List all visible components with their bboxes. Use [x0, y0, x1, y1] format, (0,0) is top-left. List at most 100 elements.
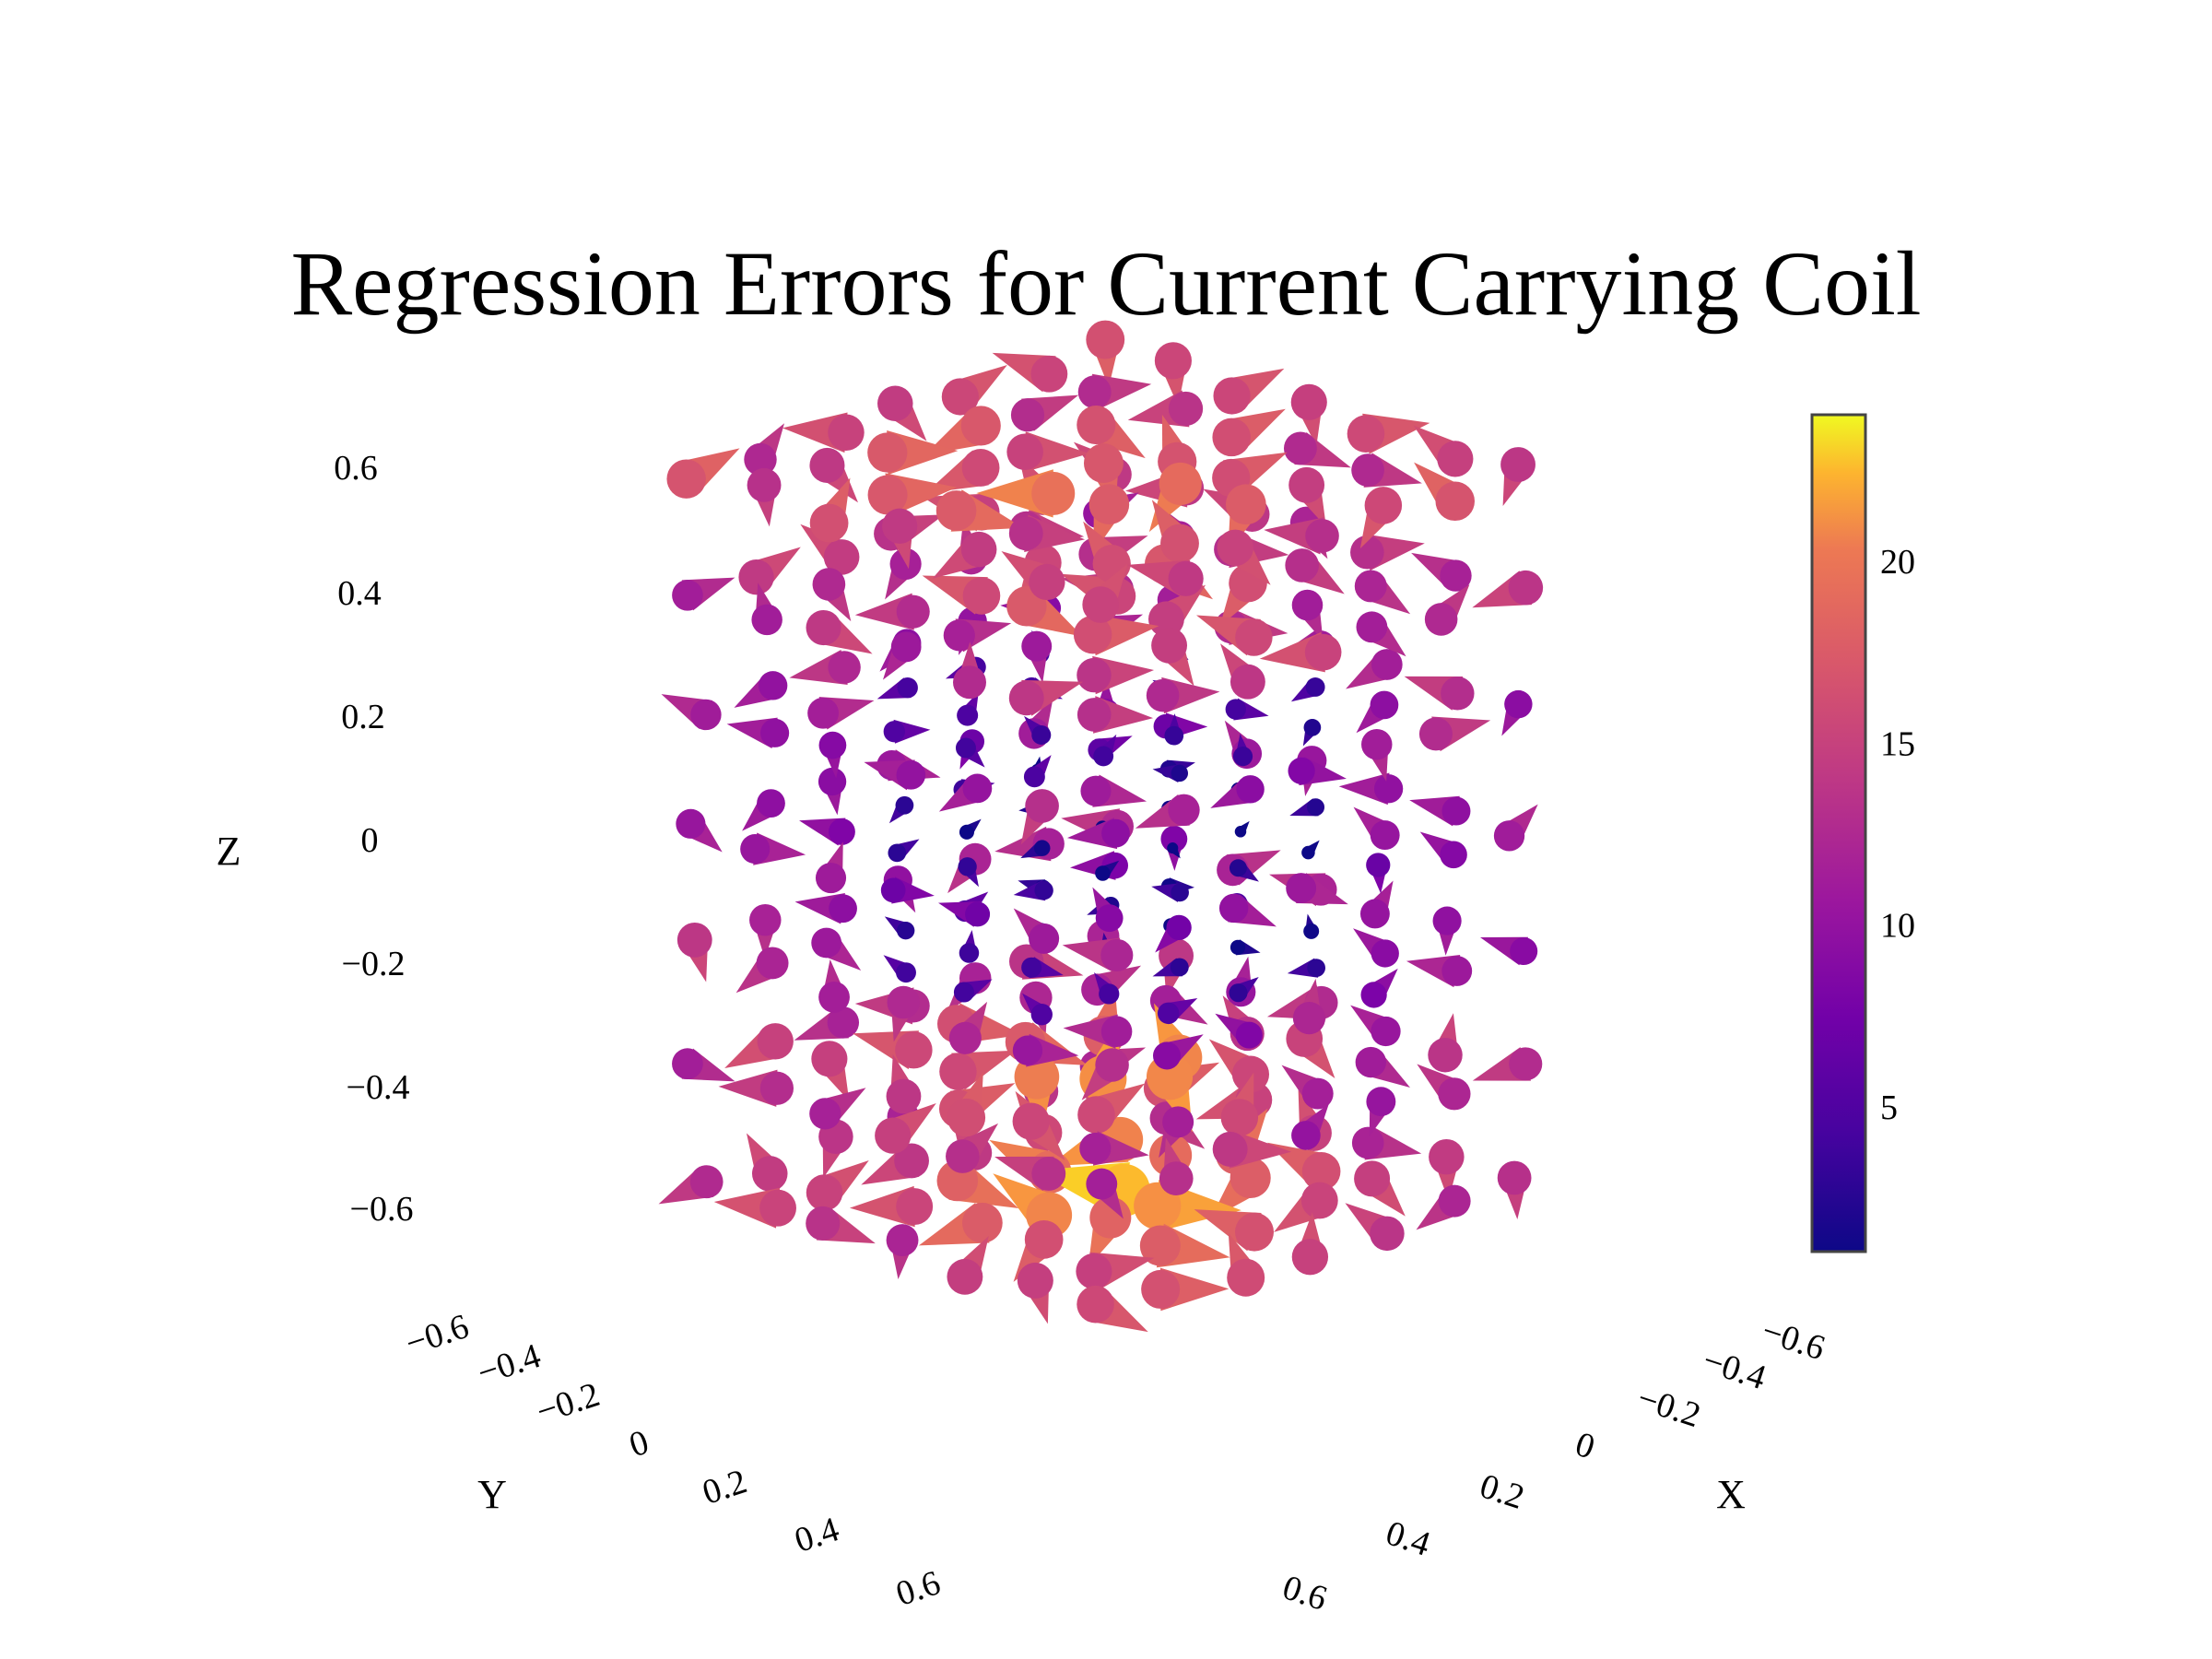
cone-base [1159, 462, 1202, 506]
cone-marker [976, 469, 1053, 518]
cone-base [1095, 904, 1124, 933]
cone-base [751, 1156, 788, 1192]
cone-base [818, 731, 847, 759]
cone-base [1095, 1048, 1129, 1082]
cone-base [1227, 1258, 1265, 1297]
colorbar: 20 15 10 5 [1810, 413, 1915, 1253]
cone-base [888, 843, 907, 863]
cone-base [896, 760, 926, 790]
cone-base [1286, 873, 1317, 903]
cone-base [1288, 466, 1325, 503]
cone-base [1012, 1035, 1043, 1065]
cone-base [757, 789, 785, 818]
cone-base [1371, 649, 1403, 680]
cone-base [1301, 845, 1315, 860]
cone-base [1077, 375, 1112, 409]
cone-base [744, 442, 777, 477]
cone-base [1171, 764, 1189, 782]
cone-base [1077, 1285, 1114, 1324]
z-tick-label: −0.2 [342, 945, 406, 983]
cone-base [1141, 1269, 1181, 1309]
y-tick-label: −0.4 [473, 1336, 546, 1393]
cone-base [1014, 1053, 1060, 1100]
cone-base [1080, 775, 1112, 806]
cone-base [896, 962, 916, 983]
cone-base [1354, 570, 1387, 603]
cone-base [1034, 840, 1051, 856]
cone-base [1307, 959, 1326, 978]
cone-field [658, 320, 1544, 1333]
cone-base [809, 503, 849, 543]
cone-base [867, 432, 908, 473]
cone-base [1006, 433, 1043, 471]
cone-base [941, 378, 980, 416]
cone-base [886, 1078, 922, 1114]
cone-base [1170, 958, 1189, 977]
cone-base [1171, 883, 1189, 902]
cone-base [1146, 678, 1180, 712]
y-tick-label: 0.4 [790, 1510, 843, 1560]
cone-base [1428, 1038, 1463, 1073]
cone-base [815, 862, 847, 894]
cone-base [1307, 798, 1325, 817]
cone-base [1139, 1225, 1181, 1266]
cone-base [877, 385, 913, 422]
cone-base [1229, 859, 1247, 877]
cone-base [959, 824, 974, 840]
cone-base [1305, 677, 1325, 697]
cone-base [1500, 447, 1535, 482]
cone-base [1371, 939, 1399, 968]
z-tick-label: 0.4 [337, 574, 382, 613]
cone-base [1291, 589, 1324, 621]
cone-base [957, 704, 979, 726]
y-tick-label: 0.6 [891, 1563, 945, 1614]
cone-base [690, 699, 722, 731]
cone-base [1366, 853, 1391, 877]
cone-base [962, 577, 1001, 615]
cone-base [1234, 1212, 1274, 1252]
x-tick-label: 0.2 [1476, 1466, 1529, 1517]
cone-base [955, 737, 976, 759]
cone-base [935, 490, 977, 531]
cone-base [1370, 1216, 1405, 1252]
cone-base [1355, 1046, 1386, 1078]
z-tick-label: −0.6 [350, 1190, 414, 1229]
cone-base [1017, 1262, 1053, 1299]
cone-base [1440, 841, 1467, 869]
cone-base [1031, 471, 1076, 515]
cone-base [961, 1202, 1003, 1243]
cone-base [677, 922, 712, 958]
cone-base [1347, 415, 1385, 453]
cone-base [948, 1021, 982, 1054]
cone-base [1088, 484, 1130, 524]
cone-base [1230, 664, 1265, 700]
z-tick-label: 0.2 [341, 698, 385, 736]
cone-base [1134, 1182, 1182, 1230]
cone-base [828, 818, 855, 845]
cone-base [953, 665, 986, 700]
cone-base [887, 985, 921, 1019]
x-tick-label: −0.2 [1632, 1379, 1705, 1435]
colorbar-tick-label: 15 [1880, 724, 1915, 763]
colorbar-ticks: 20 15 10 5 [1880, 543, 1915, 1127]
cone-base [1370, 690, 1399, 720]
cone-base [1095, 865, 1111, 881]
cone-base [823, 539, 860, 575]
cone-base [828, 651, 861, 684]
cone-base [1031, 724, 1052, 745]
cone-marker [887, 429, 959, 476]
cone-base [758, 671, 788, 700]
cone-base [1360, 982, 1387, 1008]
cone-base [947, 1098, 986, 1137]
cone-base [809, 1098, 841, 1130]
cone-base [1086, 1168, 1118, 1200]
cone-base [1361, 728, 1393, 760]
x-axis-label: X [1716, 1472, 1746, 1517]
cone-base [867, 475, 908, 515]
cone-base [1497, 1160, 1532, 1195]
cone-base [961, 449, 1000, 487]
cone-base [1441, 677, 1475, 711]
cone-base [689, 1165, 724, 1199]
cone-base [1212, 1131, 1248, 1167]
cone-base [1157, 1002, 1180, 1025]
